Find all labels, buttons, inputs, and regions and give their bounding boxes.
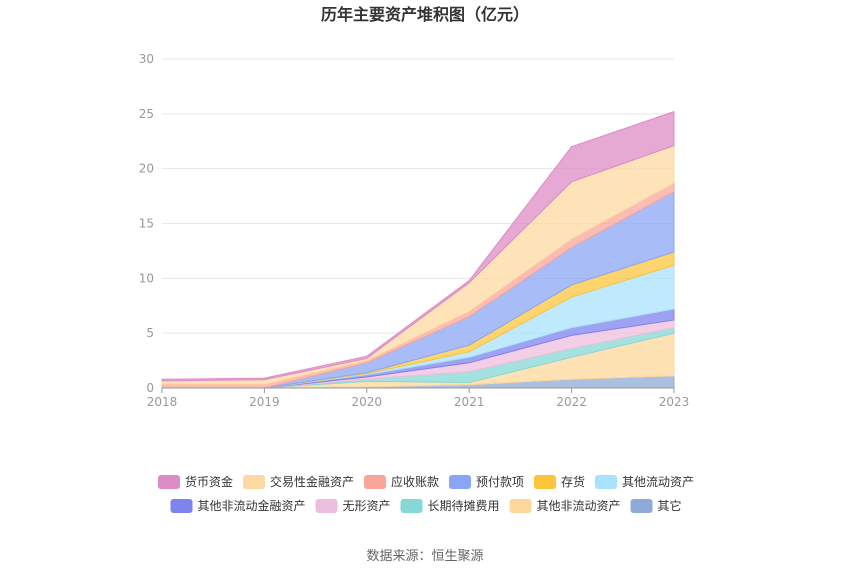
legend-item[interactable]: 其他流动资产 xyxy=(595,475,694,489)
legend-swatch xyxy=(509,499,532,513)
legend-label: 长期待摊费用 xyxy=(428,499,500,513)
y-tick-label: 15 xyxy=(139,217,154,231)
legend-item[interactable]: 应收账款 xyxy=(364,474,439,489)
legend-swatch xyxy=(243,475,265,489)
x-tick-label: 2021 xyxy=(454,395,485,409)
legend-item[interactable]: 无形资产 xyxy=(315,499,391,513)
legend-item[interactable]: 预付款项 xyxy=(449,475,524,489)
y-tick-label: 30 xyxy=(139,52,154,66)
legend-item[interactable]: 交易性金融资产 xyxy=(243,474,354,489)
x-axis: 2018 2019 2020 2021 2022 2023 xyxy=(147,387,690,409)
legend-label: 其它 xyxy=(658,498,682,513)
area-10 xyxy=(161,110,675,382)
legend-swatch xyxy=(595,475,617,489)
legend-swatch xyxy=(170,499,193,513)
legend-label: 存货 xyxy=(561,474,585,489)
legend-label: 预付款项 xyxy=(476,475,524,489)
legend-label: 其他非流动资产 xyxy=(537,499,621,513)
data-source-note: 数据来源：恒生聚源 xyxy=(366,549,484,564)
legend-label: 应收账款 xyxy=(391,474,439,489)
y-tick-label: 0 xyxy=(146,381,154,395)
legend-swatch xyxy=(534,475,556,489)
y-tick-label: 25 xyxy=(139,107,154,121)
legend-item[interactable]: 货币资金 xyxy=(158,474,233,489)
legend-label: 其他非流动金融资产 xyxy=(198,498,306,513)
legend-label: 无形资产 xyxy=(343,499,391,513)
x-tick-label: 2020 xyxy=(352,395,383,409)
legend-swatch xyxy=(315,499,338,513)
x-tick-label: 2022 xyxy=(556,395,587,409)
legend-swatch xyxy=(364,475,386,489)
x-tick-label: 2023 xyxy=(659,395,690,409)
legend-item[interactable]: 长期待摊费用 xyxy=(400,499,500,513)
y-tick-label: 5 xyxy=(146,326,154,340)
legend-swatch xyxy=(630,499,653,513)
legend-item[interactable]: 其他非流动金融资产 xyxy=(170,498,306,513)
legend-swatch xyxy=(400,499,423,513)
chart-title: 历年主要资产堆积图（亿元） xyxy=(321,5,529,24)
x-tick-label: 2019 xyxy=(249,395,280,409)
y-axis: 0 5 10 15 20 25 30 xyxy=(139,52,154,395)
legend-item[interactable]: 其他非流动资产 xyxy=(509,499,621,513)
y-tick-label: 20 xyxy=(139,162,154,176)
legend-swatch xyxy=(449,475,471,489)
y-tick-label: 10 xyxy=(139,271,154,285)
legend-label: 交易性金融资产 xyxy=(270,474,354,489)
x-tick-label: 2018 xyxy=(147,395,178,409)
legend-item[interactable]: 存货 xyxy=(534,474,585,489)
legend-label: 货币资金 xyxy=(185,474,233,489)
legend-label: 其他流动资产 xyxy=(622,475,694,489)
grid-lines xyxy=(162,58,674,389)
area-series xyxy=(161,110,675,389)
legend-swatch xyxy=(158,475,180,489)
legend-item[interactable]: 其它 xyxy=(630,498,682,513)
